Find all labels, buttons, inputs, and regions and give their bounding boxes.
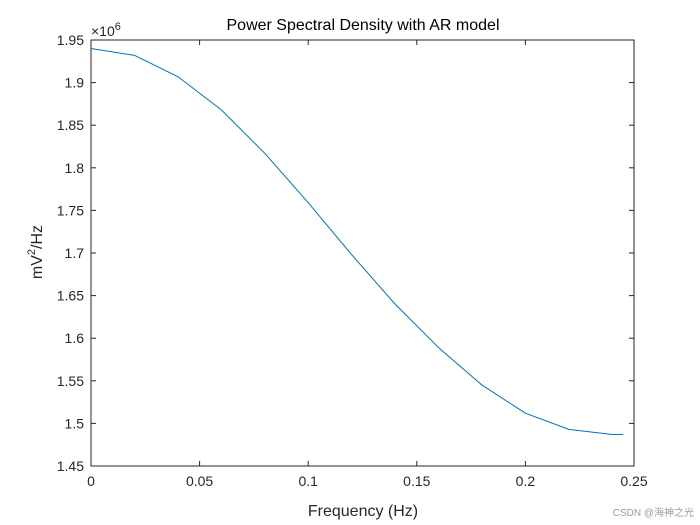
plot-area: 0 0.05 0.1 0.15 0.2 0.25 1.45 1.5 1.55 1.6 1.65 1.7… xyxy=(57,32,648,489)
x-tick-label: 0.15 xyxy=(403,473,430,489)
y-tick-label: 1.8 xyxy=(65,160,85,176)
x-tick-label: 0 xyxy=(87,473,95,489)
y-tick-label: 1.75 xyxy=(57,202,84,218)
x-tick-label: 0.25 xyxy=(620,473,647,489)
x-tick-label: 0.2 xyxy=(516,473,536,489)
x-axis-label: Frequency (Hz) xyxy=(308,503,418,520)
x-tick-label: 0.1 xyxy=(298,473,318,489)
y-tick-label: 1.65 xyxy=(57,288,84,304)
watermark-text: CSDN @海神之光 xyxy=(612,508,694,519)
y-axis-multiplier: ×106 xyxy=(91,21,121,39)
y-tick-label: 1.6 xyxy=(65,330,85,346)
y-tick-label: 1.85 xyxy=(57,117,84,133)
y-axis-label: mV2/Hz xyxy=(26,225,46,279)
y-tick-label: 1.55 xyxy=(57,373,84,389)
y-tick-label: 1.7 xyxy=(65,245,85,261)
y-tick-label: 1.45 xyxy=(57,458,84,474)
y-tick-label: 1.9 xyxy=(65,75,85,91)
x-tick-label: 0.05 xyxy=(186,473,213,489)
chart-title: Power Spectral Density with AR model xyxy=(227,17,500,34)
psd-series-line xyxy=(90,48,624,435)
y-tick-label: 1.95 xyxy=(57,32,84,48)
y-tick-label: 1.5 xyxy=(65,415,85,431)
